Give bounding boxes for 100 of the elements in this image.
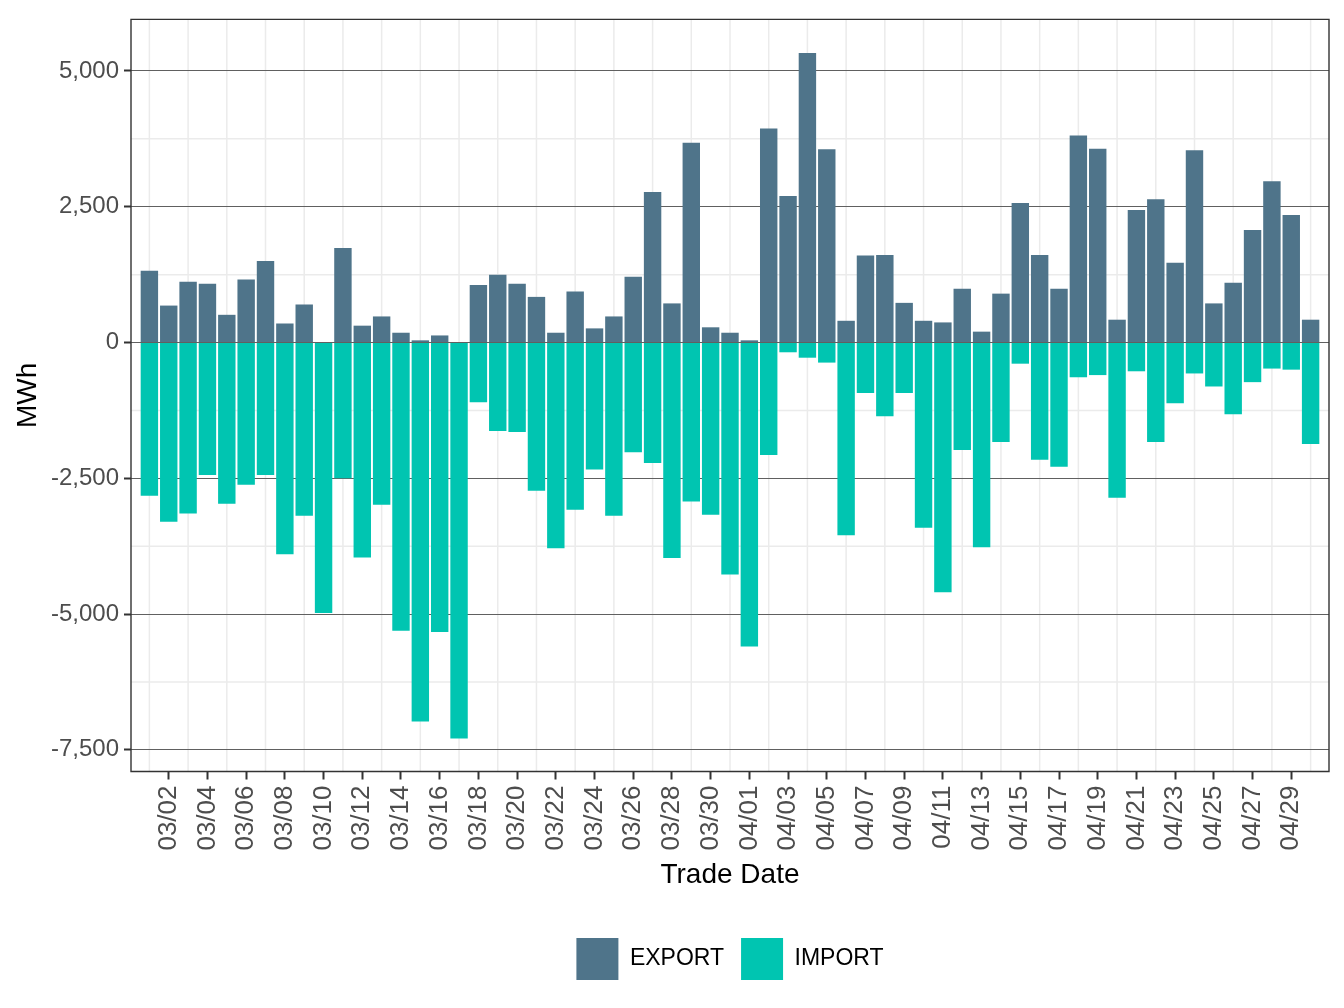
x-tick-label: 04/07: [848, 785, 879, 851]
bar: [856, 255, 875, 342]
bar: [256, 261, 275, 342]
bar: [160, 343, 178, 522]
x-tick-label: 04/01: [732, 785, 763, 851]
bar: [1069, 343, 1088, 378]
bar: [1301, 319, 1320, 342]
bar: [1127, 343, 1146, 372]
bar: [721, 343, 739, 575]
x-tick-label: 03/22: [538, 785, 569, 851]
bar: [508, 343, 526, 433]
bar: [972, 331, 991, 342]
bar: [1147, 199, 1165, 342]
y-tick-label: -7,500: [50, 734, 119, 762]
bar: [992, 293, 1010, 342]
y-tick-label: 2,500: [58, 191, 119, 219]
bar: [624, 343, 642, 453]
x-axis-title: Trade Date: [660, 857, 800, 889]
x-tick-label: 03/30: [693, 785, 724, 851]
x-tick-label: 03/02: [151, 785, 182, 851]
x-tick-label: 03/08: [268, 785, 299, 851]
bar: [837, 343, 855, 536]
x-tick-label: 04/09: [887, 785, 918, 851]
bar: [489, 343, 507, 432]
bar: [1050, 343, 1068, 467]
bar: [198, 343, 217, 475]
bar: [140, 270, 159, 342]
x-tick-label: 03/18: [461, 785, 492, 851]
bar: [682, 343, 700, 502]
bar: [295, 304, 313, 342]
x-tick-label: 04/17: [1042, 785, 1073, 851]
bar: [914, 320, 933, 342]
bar: [198, 283, 217, 342]
bar: [1011, 202, 1030, 342]
bar: [256, 343, 275, 475]
bar: [953, 343, 971, 451]
x-tick-label: 04/15: [1003, 785, 1034, 851]
bar: [740, 343, 759, 647]
bar: [353, 343, 371, 558]
y-tick-label: -5,000: [50, 598, 119, 626]
bar: [837, 320, 855, 342]
bar: [1069, 135, 1088, 342]
bar: [334, 248, 352, 342]
bar: [760, 128, 778, 342]
bar: [779, 343, 797, 353]
bar: [1050, 288, 1068, 342]
y-tick-label: -2,500: [50, 462, 119, 490]
bar: [934, 343, 952, 593]
bar: [605, 343, 623, 516]
bar: [818, 149, 836, 342]
bar: [1185, 343, 1204, 374]
bar: [585, 343, 604, 470]
bar: [643, 343, 662, 464]
bar: [1243, 230, 1262, 342]
bar: [392, 343, 410, 631]
bar: [314, 343, 333, 613]
bar: [1011, 343, 1030, 364]
bar: [663, 343, 681, 559]
bar: [1282, 214, 1300, 342]
bar: [489, 274, 507, 342]
bar: [1301, 343, 1320, 445]
bar: [1166, 343, 1184, 404]
bar: [1127, 210, 1146, 342]
bar: [992, 343, 1010, 442]
x-tick-label: 03/26: [616, 785, 647, 851]
bar: [1166, 262, 1184, 342]
x-tick-label: 04/11: [926, 785, 957, 849]
bar: [469, 284, 488, 342]
bar: [1089, 148, 1107, 342]
bar: [682, 142, 700, 342]
bar: [914, 343, 933, 528]
bar: [1089, 343, 1107, 376]
bar: [527, 296, 546, 342]
x-tick-label: 03/10: [306, 785, 337, 851]
legend-label: EXPORT: [629, 944, 725, 971]
y-axis-title: MWh: [10, 362, 42, 429]
bar: [392, 332, 410, 342]
x-tick-label: 03/16: [422, 785, 453, 851]
bar: [160, 305, 178, 342]
bar: [1282, 343, 1300, 370]
bar: [585, 328, 604, 342]
bar: [450, 343, 468, 739]
bar: [643, 192, 662, 342]
x-tick-label: 04/29: [1274, 785, 1305, 851]
bar: [276, 343, 294, 555]
bar: [430, 343, 449, 632]
legend-label: IMPORT: [794, 944, 884, 971]
bar: [934, 322, 952, 342]
x-tick-label: 04/13: [964, 785, 995, 851]
bar: [372, 316, 391, 342]
bar: [701, 327, 720, 342]
bar: [1263, 181, 1281, 342]
bar: [605, 316, 623, 342]
x-tick-label: 04/19: [1080, 785, 1111, 851]
bar: [856, 343, 875, 394]
bar: [779, 195, 797, 342]
bar: [179, 281, 197, 342]
bar: [508, 283, 526, 342]
x-tick-label: 04/21: [1119, 785, 1150, 851]
y-tick-label: 0: [105, 327, 119, 355]
